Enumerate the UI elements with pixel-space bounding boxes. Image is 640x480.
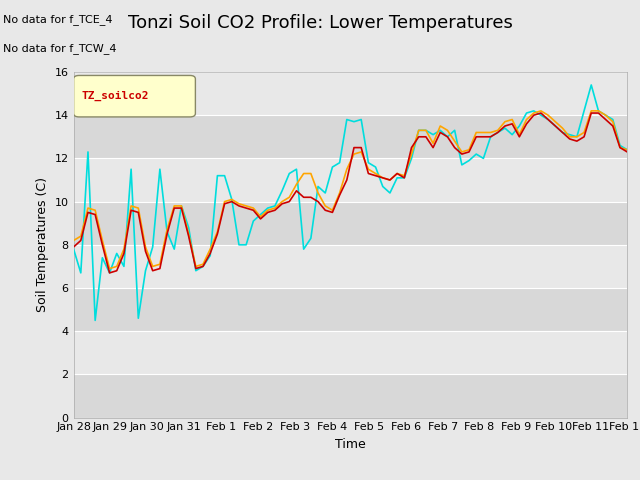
Bar	[74, 245, 627, 288]
Bar	[74, 115, 627, 158]
Bar	[74, 288, 627, 331]
Text: No data for f_TCE_4: No data for f_TCE_4	[3, 14, 113, 25]
Text: Tonzi Soil CO2 Profile: Lower Temperatures: Tonzi Soil CO2 Profile: Lower Temperatur…	[127, 14, 513, 33]
Text: TZ_soilco2: TZ_soilco2	[82, 91, 149, 101]
Bar	[74, 72, 627, 115]
X-axis label: Time: Time	[335, 438, 366, 451]
Bar	[74, 202, 627, 245]
Bar	[74, 374, 627, 418]
Text: No data for f_TCW_4: No data for f_TCW_4	[3, 43, 116, 54]
Bar	[74, 331, 627, 374]
Y-axis label: Soil Temperatures (C): Soil Temperatures (C)	[36, 177, 49, 312]
FancyBboxPatch shape	[74, 75, 195, 117]
Bar	[74, 158, 627, 202]
